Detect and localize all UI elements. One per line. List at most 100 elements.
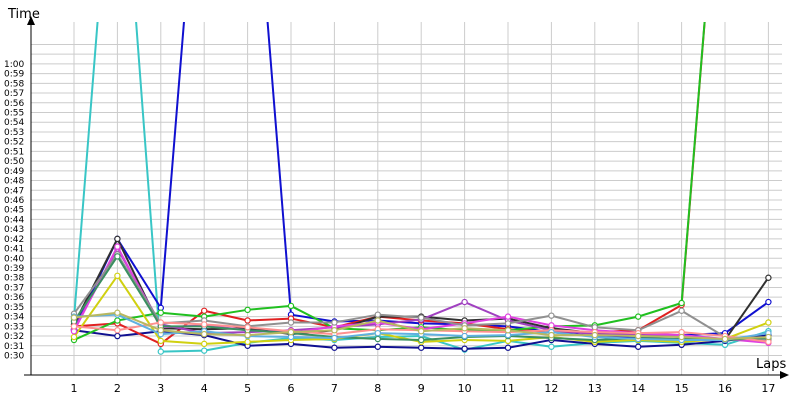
- data-point: [331, 334, 338, 342]
- data-point: [678, 333, 685, 341]
- series-14: [70, 309, 772, 343]
- data-point: [461, 332, 468, 340]
- y-tick-label: 0:46: [4, 196, 24, 206]
- x-tick-label: 14: [631, 382, 645, 395]
- y-tick-labels: 0:300:310:320:330:340:350:360:370:380:39…: [4, 60, 24, 362]
- x-tick-label: 6: [288, 382, 295, 395]
- data-point: [287, 319, 295, 326]
- data-point: [504, 344, 512, 351]
- x-tick-label: 3: [157, 382, 164, 395]
- data-point: [200, 321, 208, 328]
- data-point: [461, 298, 468, 306]
- y-tick-label: 0:47: [4, 186, 24, 196]
- data-point: [418, 336, 425, 344]
- y-tick-label: 0:51: [4, 147, 24, 157]
- y-tick-label: 0:48: [4, 177, 24, 187]
- x-tick-label: 11: [501, 382, 515, 395]
- x-tick-labels: 1 2 3 4 5 6 7 8 9 10 11 12 13 14 15 16 17: [71, 382, 776, 395]
- data-point: [765, 274, 772, 281]
- y-tick-label: 0:40: [4, 254, 24, 264]
- y-tick-label: 0:31: [4, 342, 24, 352]
- data-point: [461, 325, 468, 332]
- data-point: [244, 317, 251, 324]
- y-tick-label: 0:56: [4, 99, 24, 109]
- y-tick-label: 0:52: [4, 138, 24, 148]
- series-4: [70, 22, 706, 348]
- data-point: [374, 317, 381, 324]
- x-tick-label: 12: [544, 382, 558, 395]
- data-point: [374, 329, 381, 337]
- y-axis-arrow: [27, 16, 35, 25]
- y-tick-label: 0:45: [4, 206, 24, 216]
- x-tick-label: 15: [675, 382, 689, 395]
- data-point: [765, 333, 772, 341]
- y-tick-label: 0:43: [4, 225, 24, 235]
- data-point: [114, 272, 121, 279]
- y-tick-label: 0:59: [4, 70, 24, 80]
- data-point: [244, 331, 251, 339]
- y-tick-label: 0:34: [4, 313, 24, 323]
- data-point: [287, 328, 295, 336]
- data-point: [157, 327, 164, 334]
- data-point: [765, 298, 772, 306]
- x-tick-label: 10: [458, 382, 472, 395]
- data-point: [114, 243, 121, 250]
- y-tick-label: 0:36: [4, 293, 24, 303]
- x-tick-label: 7: [331, 382, 338, 395]
- data-point: [678, 299, 685, 307]
- y-tick-label: 0:35: [4, 303, 24, 313]
- series-layer: [70, 22, 772, 355]
- data-point: [157, 319, 164, 326]
- data-point: [157, 337, 164, 345]
- data-point: [244, 306, 251, 314]
- data-point: [635, 332, 642, 340]
- data-point: [765, 319, 772, 326]
- y-tick-label: 0:30: [4, 352, 24, 362]
- data-point: [114, 253, 121, 260]
- data-point: [548, 312, 555, 319]
- data-point: [244, 324, 251, 331]
- y-tick-label: 0:41: [4, 245, 24, 255]
- data-point: [591, 331, 599, 339]
- x-tick-label: 4: [201, 382, 208, 395]
- data-point: [114, 327, 121, 334]
- data-point: [374, 343, 381, 350]
- x-tick-label: 8: [374, 382, 381, 395]
- x-tick-label: 2: [114, 382, 121, 395]
- x-tick-label: 9: [418, 382, 425, 395]
- y-tick-label: 0:55: [4, 109, 24, 119]
- y-tick-label: 0:57: [4, 89, 24, 99]
- data-point: [374, 335, 381, 343]
- y-tick-label: 0:33: [4, 322, 24, 332]
- y-tick-label: 0:50: [4, 157, 24, 167]
- data-point: [548, 331, 555, 339]
- x-tick-label: 5: [244, 382, 251, 395]
- data-point: [331, 327, 338, 334]
- data-point: [287, 302, 295, 310]
- data-point: [331, 319, 338, 326]
- data-point: [418, 328, 425, 335]
- x-tick-label: 13: [588, 382, 602, 395]
- data-point: [504, 327, 512, 334]
- data-point: [331, 344, 338, 351]
- data-point: [678, 307, 685, 314]
- x-axis-arrow: [780, 371, 789, 379]
- data-point: [200, 340, 208, 348]
- data-point: [200, 330, 208, 338]
- y-tick-label: 0:38: [4, 274, 24, 284]
- data-point: [70, 314, 78, 321]
- x-tick-label: 17: [761, 382, 775, 395]
- data-point: [418, 344, 425, 351]
- y-tick-label: 0:58: [4, 79, 24, 89]
- data-point: [635, 313, 642, 320]
- data-point: [200, 347, 208, 354]
- data-point: [200, 307, 208, 314]
- y-axis-title: Time: [7, 7, 40, 22]
- data-point: [114, 235, 121, 243]
- x-axis-title: Laps: [756, 357, 786, 372]
- y-tick-label: 0:44: [4, 215, 24, 225]
- data-point: [114, 332, 121, 340]
- y-tick-label: 0:32: [4, 332, 24, 342]
- data-point: [504, 320, 512, 327]
- data-point: [114, 317, 121, 324]
